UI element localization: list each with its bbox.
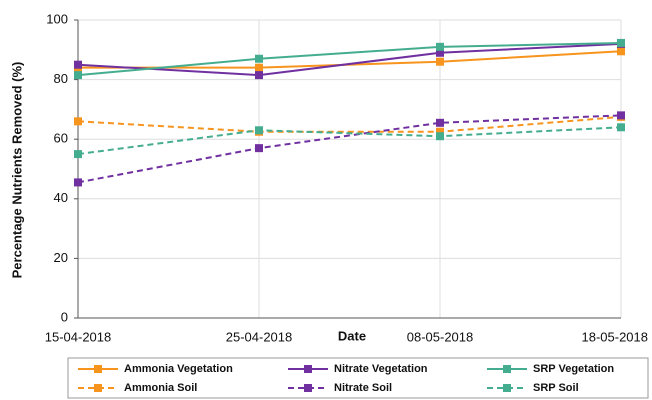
legend-label: Nitrate Soil	[334, 382, 392, 394]
marker	[255, 71, 263, 80]
legend-marker	[94, 384, 102, 392]
marker	[74, 117, 82, 126]
marker	[617, 111, 625, 120]
y-axis-label: Percentage Nutrients Removed (%)	[9, 62, 24, 279]
marker	[617, 123, 625, 132]
y-tick-label: 20	[54, 250, 68, 265]
series-line	[77, 114, 622, 184]
marker	[255, 63, 263, 72]
legend-label: SRP Vegetation	[533, 363, 614, 375]
marker	[617, 38, 625, 47]
series-line	[77, 115, 622, 133]
legend-marker	[304, 384, 312, 392]
y-tick-label: 80	[54, 71, 68, 86]
marker	[255, 144, 263, 153]
legend-label: Nitrate Vegetation	[334, 363, 428, 375]
series-line	[77, 126, 622, 156]
y-tick-label: 0	[61, 309, 68, 324]
x-tick-label: 18-05-2018	[582, 329, 649, 344]
marker	[74, 150, 82, 159]
legend-box	[67, 357, 649, 399]
marker	[436, 42, 444, 51]
x-axis-label: Date	[338, 328, 366, 343]
legend-marker	[304, 365, 312, 373]
marker	[436, 48, 444, 57]
legend-marker	[503, 365, 511, 373]
marker	[74, 71, 82, 80]
legend-label: Ammonia Vegetation	[124, 363, 233, 375]
marker	[436, 57, 444, 66]
marker	[436, 118, 444, 127]
legend-marker	[503, 384, 511, 392]
marker	[436, 127, 444, 136]
marker	[255, 54, 263, 63]
series-line	[77, 42, 622, 77]
marker	[436, 132, 444, 141]
marker	[74, 60, 82, 69]
x-tick-label: 25-04-2018	[226, 329, 293, 344]
x-tick-label: 08-05-2018	[407, 329, 474, 344]
y-tick-label: 40	[54, 190, 68, 205]
series-line	[77, 41, 622, 77]
marker	[255, 126, 263, 135]
marker	[617, 47, 625, 56]
legend-label: SRP Soil	[533, 382, 579, 394]
y-tick-label: 100	[46, 11, 68, 26]
legend-label: Ammonia Soil	[124, 382, 197, 394]
legend-marker	[94, 365, 102, 373]
x-tick-label: 15-04-2018	[45, 329, 112, 344]
marker	[74, 178, 82, 187]
y-tick-label: 60	[54, 131, 68, 146]
